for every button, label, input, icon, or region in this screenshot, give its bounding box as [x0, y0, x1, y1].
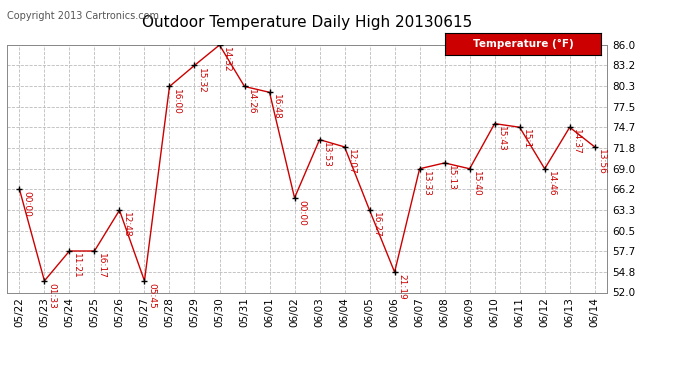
Text: 15:40: 15:40: [472, 171, 481, 196]
Text: 05:45: 05:45: [147, 283, 156, 309]
Text: 12:48: 12:48: [122, 212, 131, 238]
Text: 12:07: 12:07: [347, 149, 356, 175]
Text: Copyright 2013 Cartronics.com: Copyright 2013 Cartronics.com: [7, 11, 159, 21]
Text: 15:13: 15:13: [447, 165, 456, 191]
Text: 16:48: 16:48: [272, 94, 281, 120]
Text: 16:27: 16:27: [372, 212, 381, 238]
Title: Outdoor Temperature Daily High 20130615: Outdoor Temperature Daily High 20130615: [142, 15, 472, 30]
Text: 01:33: 01:33: [47, 283, 56, 309]
Text: 11:21: 11:21: [72, 253, 81, 279]
Text: 16:00: 16:00: [172, 88, 181, 114]
Text: 14:32: 14:32: [222, 47, 231, 73]
Text: 14:46: 14:46: [547, 171, 556, 196]
Text: 16:17: 16:17: [97, 253, 106, 279]
Text: 21:19: 21:19: [397, 274, 406, 300]
Text: 14:26: 14:26: [247, 88, 256, 114]
Text: 13:56: 13:56: [598, 149, 607, 175]
Text: 15:1: 15:1: [522, 129, 531, 150]
Text: 13:33: 13:33: [422, 171, 431, 197]
Text: 00:00: 00:00: [297, 200, 306, 226]
Text: 14:37: 14:37: [572, 129, 581, 155]
Text: 15:32: 15:32: [197, 68, 206, 93]
Text: 00:00: 00:00: [22, 191, 31, 217]
Text: 13:53: 13:53: [322, 142, 331, 168]
Text: 15:43: 15:43: [497, 126, 506, 152]
